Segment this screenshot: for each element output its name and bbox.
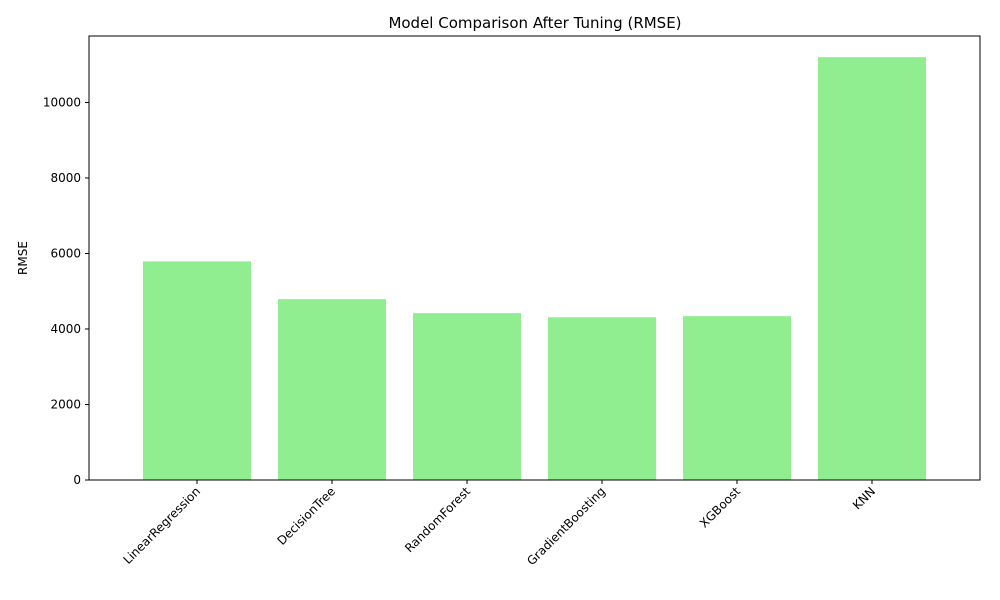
y-tick-label: 4000 — [50, 322, 81, 336]
bar-xgboost — [683, 316, 791, 480]
x-tick-label: KNN — [850, 484, 878, 512]
bar-decisiontree — [278, 299, 386, 480]
y-tick-label: 10000 — [43, 95, 81, 109]
x-tick-label: LinearRegression — [120, 484, 203, 567]
x-axis: LinearRegression DecisionTree RandomForest… — [120, 480, 878, 568]
bar-knn — [818, 57, 926, 481]
bar-gradientboosting — [548, 317, 656, 480]
bar-linearregression — [143, 261, 251, 480]
x-tick-label: RandomForest — [402, 484, 473, 555]
y-tick-label: 6000 — [50, 246, 81, 260]
y-tick-label: 0 — [73, 473, 81, 487]
x-tick-label: GradientBoosting — [524, 484, 608, 568]
y-tick-label: 8000 — [50, 171, 81, 185]
y-axis-label: RMSE — [16, 241, 30, 275]
chart-title: Model Comparison After Tuning (RMSE) — [388, 14, 681, 32]
bar-randomforest — [413, 313, 521, 480]
axes-frame — [88, 35, 981, 481]
y-tick-label: 2000 — [50, 397, 81, 411]
x-tick-label: XGBoost — [697, 484, 743, 530]
x-tick-label: DecisionTree — [274, 484, 338, 548]
y-axis: 0 2000 4000 6000 8000 10000 — [43, 95, 89, 487]
plot-area — [143, 57, 926, 481]
